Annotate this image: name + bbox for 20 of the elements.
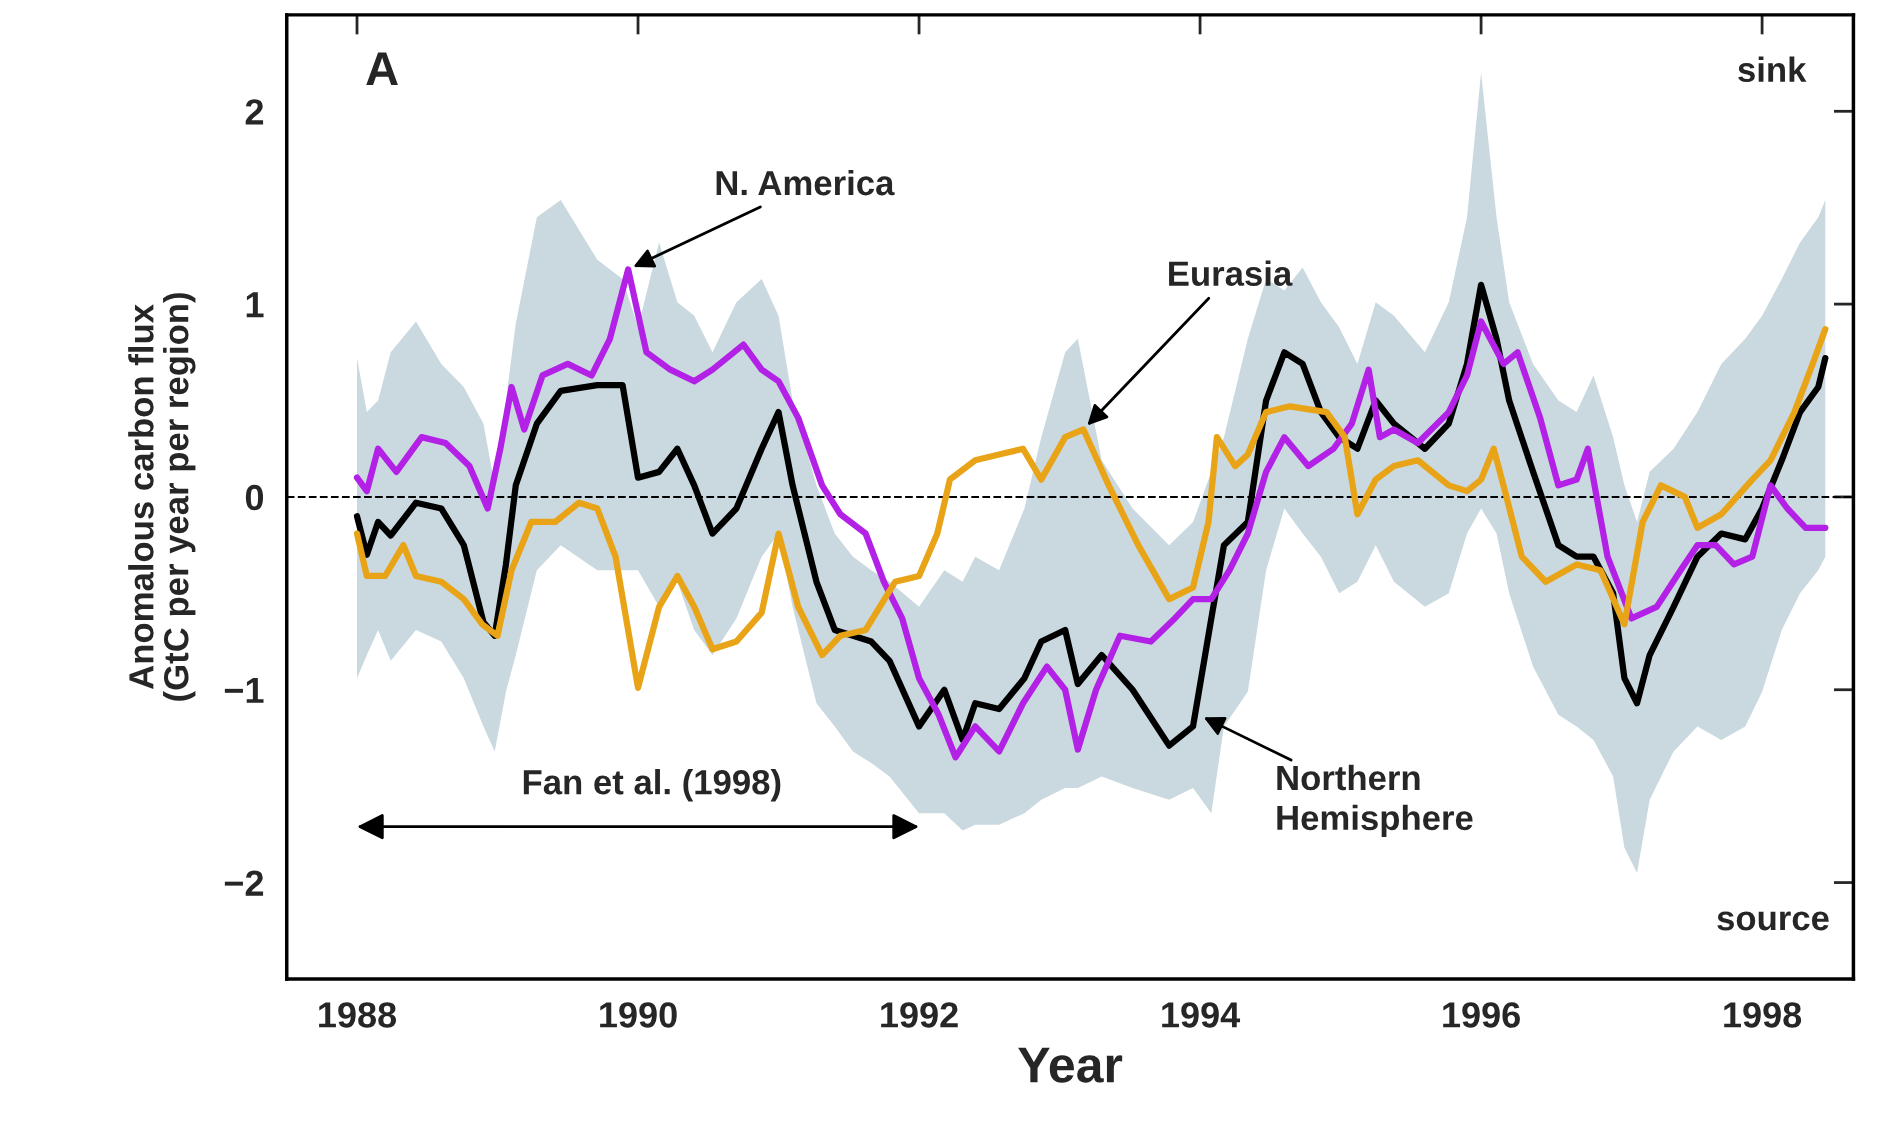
annotation: A — [366, 52, 398, 85]
x-tick-label: 1994 — [1162, 1002, 1241, 1028]
y-tick-label: 2 — [245, 99, 264, 125]
x-tick-label: 1992 — [881, 1002, 958, 1028]
x-axis-title: Year — [1018, 1047, 1123, 1083]
y-tick-label: 1 — [246, 292, 264, 318]
annotation: N. America — [716, 169, 895, 196]
y-tick-label: −2 — [224, 870, 264, 896]
y-tick-label: 0 — [245, 484, 264, 511]
y-axis-title: Anomalous carbon flux (GtC per year per region) — [128, 293, 196, 701]
annotation: Eurasia — [1169, 260, 1293, 286]
annotation: sink — [1738, 56, 1807, 83]
x-tick-label: 1996 — [1443, 1002, 1520, 1028]
x-tick-label: 1998 — [1724, 1002, 1802, 1028]
annotation: Northern Hemisphere — [1277, 764, 1473, 838]
x-tick-label: 1990 — [600, 1002, 677, 1028]
x-tick-label: 1988 — [319, 1002, 397, 1028]
annotation: source — [1717, 911, 1829, 931]
annotation: Fan et al. (1998) — [523, 769, 781, 802]
y-tick-label: −1 — [224, 677, 264, 703]
